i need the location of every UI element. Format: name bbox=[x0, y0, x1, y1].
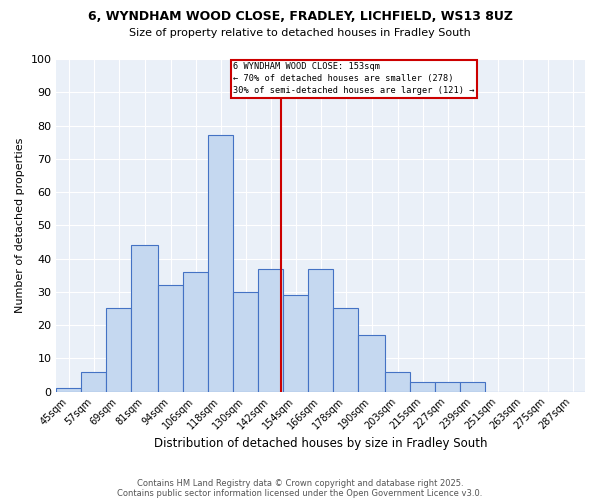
Bar bbox=[308, 268, 333, 392]
Bar bbox=[410, 382, 435, 392]
Bar bbox=[333, 308, 358, 392]
Bar bbox=[106, 308, 131, 392]
Bar bbox=[358, 335, 385, 392]
Text: Size of property relative to detached houses in Fradley South: Size of property relative to detached ho… bbox=[129, 28, 471, 38]
Text: 6, WYNDHAM WOOD CLOSE, FRADLEY, LICHFIELD, WS13 8UZ: 6, WYNDHAM WOOD CLOSE, FRADLEY, LICHFIEL… bbox=[88, 10, 512, 23]
Bar bbox=[56, 388, 82, 392]
Bar bbox=[283, 295, 308, 392]
Bar bbox=[184, 272, 208, 392]
Y-axis label: Number of detached properties: Number of detached properties bbox=[15, 138, 25, 313]
Bar bbox=[435, 382, 460, 392]
Text: Contains HM Land Registry data © Crown copyright and database right 2025.: Contains HM Land Registry data © Crown c… bbox=[137, 478, 463, 488]
Text: Contains public sector information licensed under the Open Government Licence v3: Contains public sector information licen… bbox=[118, 488, 482, 498]
Bar bbox=[131, 245, 158, 392]
Bar bbox=[158, 285, 184, 392]
Bar bbox=[385, 372, 410, 392]
Bar bbox=[233, 292, 258, 392]
X-axis label: Distribution of detached houses by size in Fradley South: Distribution of detached houses by size … bbox=[154, 437, 487, 450]
Text: 6 WYNDHAM WOOD CLOSE: 153sqm
← 70% of detached houses are smaller (278)
30% of s: 6 WYNDHAM WOOD CLOSE: 153sqm ← 70% of de… bbox=[233, 62, 475, 95]
Bar bbox=[258, 268, 283, 392]
Bar bbox=[82, 372, 106, 392]
Bar bbox=[460, 382, 485, 392]
Bar bbox=[208, 136, 233, 392]
